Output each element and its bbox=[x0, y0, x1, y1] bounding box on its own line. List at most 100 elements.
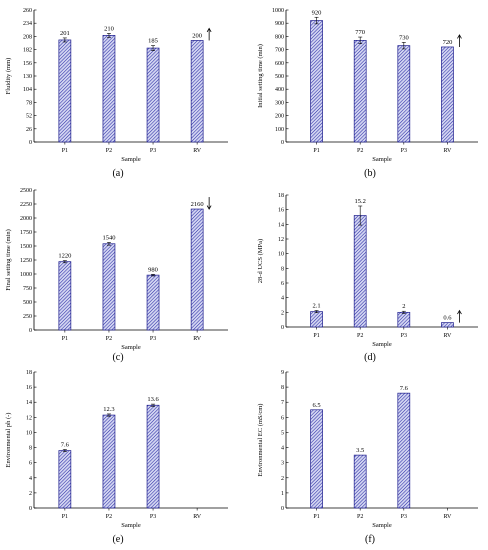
x-tick-label: P2 bbox=[106, 514, 112, 520]
bar bbox=[310, 20, 323, 143]
y-tick-label: 1750 bbox=[20, 230, 32, 236]
y-tick-label: 7 bbox=[281, 400, 284, 406]
y-tick-label: 2 bbox=[281, 476, 284, 482]
panel-label: (f) bbox=[365, 534, 375, 545]
bar bbox=[58, 450, 72, 509]
data-label: 730 bbox=[399, 34, 409, 41]
y-axis-label: Fluidity (mm) bbox=[5, 58, 12, 95]
y-tick-label: 12 bbox=[278, 237, 284, 243]
y-tick-label: 600 bbox=[275, 61, 284, 67]
data-label: 185 bbox=[148, 38, 158, 45]
y-tick-label: 0 bbox=[281, 325, 284, 331]
panel-label: (c) bbox=[112, 352, 123, 363]
x-axis-label: Sample bbox=[372, 156, 392, 163]
y-tick-label: 18 bbox=[26, 370, 32, 376]
y-tick-label: 18 bbox=[278, 193, 284, 199]
y-tick-label: 4 bbox=[281, 446, 284, 452]
x-tick-label: RV bbox=[193, 514, 202, 520]
y-tick-label: 4 bbox=[29, 476, 32, 482]
y-tick-label: 260 bbox=[23, 8, 32, 14]
y-tick-label: 208 bbox=[23, 34, 32, 40]
y-tick-label: 130 bbox=[23, 74, 32, 80]
y-tick-label: 250 bbox=[23, 314, 32, 320]
x-tick-label: P2 bbox=[106, 336, 112, 342]
data-label: 0.6 bbox=[443, 315, 452, 322]
y-tick-label: 78 bbox=[26, 100, 32, 106]
x-tick-label: P1 bbox=[313, 148, 319, 154]
y-tick-label: 0 bbox=[281, 506, 284, 512]
panel-label: (e) bbox=[112, 534, 123, 545]
y-tick-label: 9 bbox=[281, 370, 284, 376]
x-tick-label: P3 bbox=[150, 336, 156, 342]
data-label: 920 bbox=[312, 9, 322, 16]
bar bbox=[146, 274, 160, 331]
data-label: 720 bbox=[443, 39, 453, 46]
bar bbox=[353, 215, 367, 328]
data-label: 2 bbox=[402, 303, 405, 310]
y-axis-label: 28-d UCS (MPa) bbox=[257, 239, 264, 283]
y-tick-label: 14 bbox=[26, 400, 32, 406]
y-tick-label: 900 bbox=[275, 21, 284, 27]
bar bbox=[310, 311, 323, 328]
x-tick-label: P1 bbox=[313, 514, 319, 520]
x-axis-label: Sample bbox=[372, 522, 392, 529]
y-tick-label: 0 bbox=[29, 140, 32, 146]
y-tick-label: 8 bbox=[281, 385, 284, 391]
x-tick-label: P3 bbox=[401, 514, 407, 520]
y-tick-label: 182 bbox=[23, 48, 32, 54]
y-tick-label: 1000 bbox=[272, 8, 284, 14]
chart-panel: 0 2 4 6 8 10 12 14 16 18 Environmental ph (-) P1 7.6… bbox=[5, 370, 228, 545]
x-tick-label: P2 bbox=[357, 333, 363, 339]
y-tick-label: 1500 bbox=[20, 244, 32, 250]
y-tick-label: 5 bbox=[281, 430, 284, 436]
trend-arrow-head bbox=[206, 27, 212, 33]
bar bbox=[146, 47, 160, 143]
x-tick-label: P1 bbox=[62, 514, 68, 520]
bar bbox=[353, 40, 367, 143]
bar bbox=[441, 322, 454, 328]
data-label: 2160 bbox=[191, 201, 204, 208]
x-tick-label: RV bbox=[193, 148, 202, 154]
data-label: 980 bbox=[148, 266, 158, 273]
x-tick-label: P2 bbox=[357, 514, 363, 520]
bar bbox=[353, 454, 367, 509]
x-tick-label: P3 bbox=[401, 148, 407, 154]
panel-label: (b) bbox=[364, 168, 376, 179]
y-tick-label: 200 bbox=[275, 114, 284, 120]
bar bbox=[441, 46, 454, 143]
y-tick-label: 800 bbox=[275, 34, 284, 40]
data-label: 210 bbox=[104, 25, 114, 32]
y-tick-label: 234 bbox=[23, 21, 32, 27]
y-axis-label: Initial setting time (min) bbox=[257, 44, 264, 108]
y-tick-label: 400 bbox=[275, 87, 284, 93]
bar bbox=[102, 414, 116, 509]
y-tick-label: 8 bbox=[281, 266, 284, 272]
y-tick-label: 700 bbox=[275, 48, 284, 54]
y-tick-label: 0 bbox=[29, 328, 32, 334]
y-tick-label: 14 bbox=[278, 222, 284, 228]
y-tick-label: 2000 bbox=[20, 216, 32, 222]
bar bbox=[190, 208, 204, 331]
y-tick-label: 2 bbox=[29, 491, 32, 497]
bar bbox=[397, 311, 411, 328]
y-tick-label: 104 bbox=[23, 87, 32, 93]
x-axis-label: Sample bbox=[121, 156, 141, 163]
x-axis-label: Sample bbox=[121, 522, 141, 529]
data-label: 2.1 bbox=[312, 303, 320, 310]
bar bbox=[102, 35, 116, 143]
x-axis-label: Sample bbox=[121, 344, 141, 351]
y-tick-label: 6 bbox=[281, 415, 284, 421]
y-tick-label: 500 bbox=[275, 74, 284, 80]
y-tick-label: 4 bbox=[281, 296, 284, 302]
chart-panel: 0 250 500 750 1000 1250 1500 1750 2000 2250 2500 Fi… bbox=[5, 188, 228, 363]
y-tick-label: 0 bbox=[29, 506, 32, 512]
y-tick-label: 6 bbox=[29, 461, 32, 467]
x-tick-label: P3 bbox=[150, 514, 156, 520]
y-tick-label: 750 bbox=[23, 286, 32, 292]
y-tick-label: 10 bbox=[278, 252, 284, 258]
chart-panel: 0 100 200 300 400 500 600 700 800 900 1000 Initial … bbox=[257, 8, 478, 179]
panel-label: (a) bbox=[112, 168, 123, 179]
y-tick-label: 1250 bbox=[20, 258, 32, 264]
bar bbox=[397, 392, 411, 509]
trend-arrow-head bbox=[206, 205, 212, 210]
